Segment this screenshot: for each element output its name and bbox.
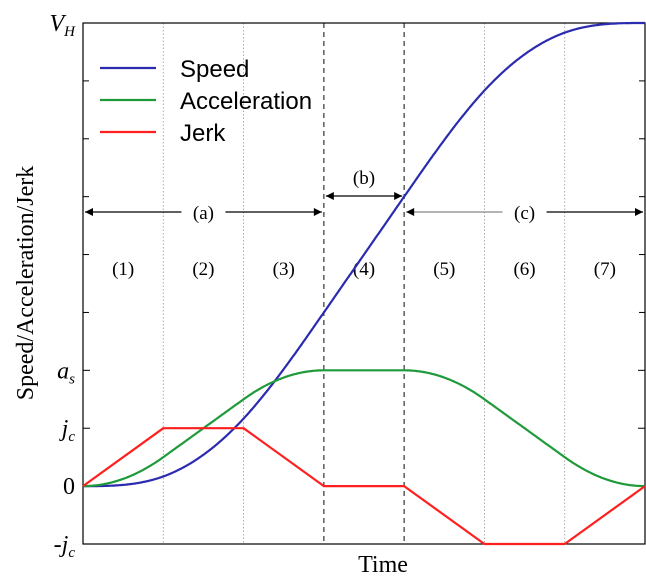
legend-label: Acceleration (180, 88, 312, 115)
y-tick-label: 0 (63, 474, 75, 500)
phase-label: (2) (192, 259, 214, 280)
legend: Speed Acceleration Jerk (100, 56, 312, 147)
series-line-speed (82, 21, 646, 488)
span-label: (a) (193, 203, 214, 224)
phase-label: (1) (112, 259, 134, 280)
y-axis-ticks: VH as jc 0 -jc (49, 11, 645, 561)
phase-label: (7) (594, 259, 616, 280)
legend-label: Speed (180, 56, 249, 83)
y-tick-label: VH (49, 11, 76, 40)
y-tick-label: as (57, 358, 75, 387)
y-tick-label: jc (59, 416, 76, 445)
phase-label: (5) (433, 259, 455, 280)
x-axis-label: Time (358, 552, 408, 577)
y-axis-label: Speed/Acceleration/Jerk (13, 166, 39, 401)
phase-label: (3) (273, 259, 295, 280)
phase-label: (4) (353, 259, 375, 280)
series-lines (82, 21, 646, 546)
y-tick-label: -jc (54, 532, 76, 561)
phase-labels: (1) (2) (3) (4) (5) (6) (7) (112, 259, 616, 280)
series-line-jerk (82, 427, 646, 546)
plot-frame (82, 22, 646, 545)
span-arrows: (a) (b) (c) (85, 168, 643, 224)
phase-label: (6) (513, 259, 535, 280)
span-label: (b) (353, 168, 375, 189)
series-line-acceleration (82, 369, 646, 488)
legend-label: Jerk (180, 120, 226, 147)
span-label: (c) (514, 203, 535, 224)
